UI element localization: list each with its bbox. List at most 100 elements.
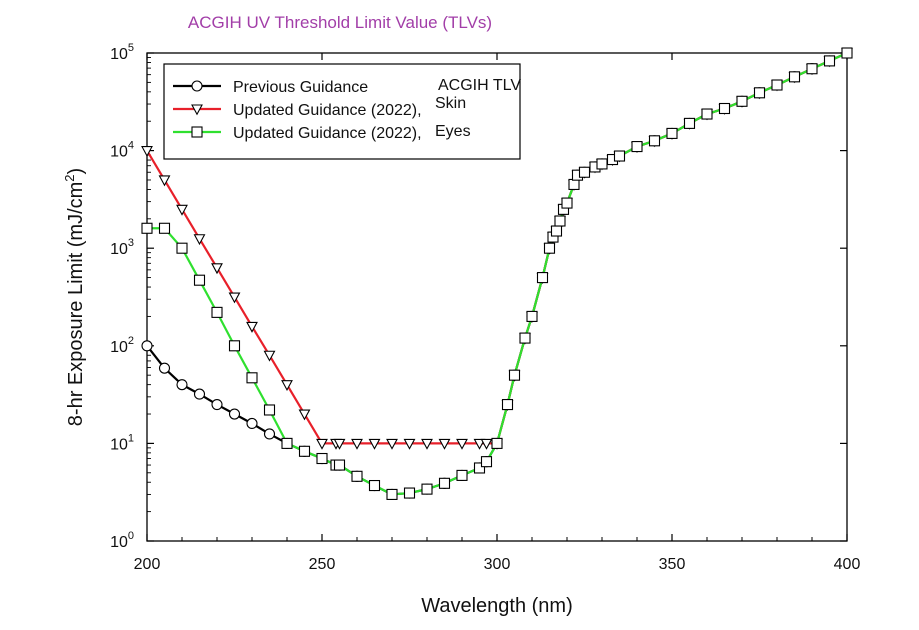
data-point <box>211 306 223 318</box>
data-point <box>666 127 678 139</box>
data-point <box>351 470 363 482</box>
y-tick-label: 104 <box>110 140 134 161</box>
data-point <box>456 438 468 450</box>
data-point <box>333 438 346 450</box>
data-point <box>298 409 311 421</box>
data-point <box>561 197 573 209</box>
legend-box <box>163 63 521 160</box>
data-point <box>316 438 328 450</box>
chart-title: ACGIH UV Threshold Limit Value (TLVs) <box>188 13 492 32</box>
data-point <box>141 222 153 234</box>
y-tick-label: 101 <box>110 432 134 453</box>
data-point <box>386 488 398 500</box>
legend-label-extra: ACGIH TLV <box>438 77 521 94</box>
data-point <box>176 242 188 254</box>
x-tick-label: 400 <box>834 556 861 573</box>
data-point <box>841 47 853 59</box>
legend-label: Updated Guidance (2022), <box>233 102 422 119</box>
data-point <box>211 399 223 411</box>
data-point <box>263 350 276 362</box>
data-point <box>228 340 241 352</box>
data-point <box>596 158 608 170</box>
data-point <box>141 146 153 158</box>
data-point <box>473 438 486 450</box>
data-point <box>536 272 549 284</box>
y-tick-label: 102 <box>110 335 134 356</box>
data-point <box>211 263 223 275</box>
x-tick-label: 350 <box>659 556 686 573</box>
data-point <box>176 379 188 391</box>
data-point <box>501 399 514 411</box>
series-layer <box>141 47 853 500</box>
legend: Previous Guidance ACGIH TLV Updated Guidan… <box>163 63 521 160</box>
data-point <box>193 274 206 286</box>
data-point <box>631 141 643 153</box>
data-point <box>158 222 171 234</box>
legend-label-extra: Eyes <box>435 123 471 140</box>
data-point <box>473 462 486 474</box>
data-point <box>613 150 626 162</box>
data-point <box>228 292 241 304</box>
data-point <box>421 438 433 450</box>
data-point <box>368 479 381 492</box>
data-point <box>176 204 188 216</box>
data-point <box>263 404 276 416</box>
data-point <box>701 108 713 120</box>
data-point <box>228 408 241 420</box>
data-point <box>753 87 766 99</box>
y-tick-label: 100 <box>110 530 134 551</box>
data-point <box>158 362 171 374</box>
data-point <box>788 71 801 83</box>
data-point <box>718 102 731 115</box>
data-point <box>683 117 696 129</box>
data-point <box>368 438 381 450</box>
data-point <box>298 445 311 457</box>
data-point <box>823 55 836 67</box>
y-tick-label: 103 <box>110 237 134 258</box>
data-point <box>480 438 493 450</box>
data-point <box>141 340 153 352</box>
data-point <box>193 234 206 246</box>
data-point <box>519 332 531 344</box>
data-point <box>438 477 451 489</box>
data-point <box>246 321 258 333</box>
legend-label: Updated Guidance (2022), <box>233 125 422 142</box>
series-markers-square <box>141 47 853 500</box>
data-point <box>456 469 468 481</box>
data-point <box>403 438 416 450</box>
data-point <box>281 380 293 392</box>
data-point <box>333 459 346 471</box>
data-point <box>550 225 563 237</box>
data-point <box>771 79 783 91</box>
data-point <box>263 428 276 440</box>
legend-label-extra: Skin <box>435 95 466 112</box>
data-point <box>246 417 258 430</box>
legend-marker <box>191 104 203 116</box>
legend-label: Previous Guidance <box>233 79 368 96</box>
y-axis-label: 8-hr Exposure Limit (mJ/cm2) <box>62 168 87 426</box>
data-point <box>491 437 503 449</box>
data-point <box>158 175 171 187</box>
data-point <box>508 369 521 381</box>
data-point <box>578 166 591 178</box>
data-point <box>568 178 580 190</box>
data-point <box>246 372 258 384</box>
x-axis: 200 250 300 350 400 <box>134 53 861 573</box>
x-tick-label: 300 <box>484 556 511 573</box>
data-point <box>351 438 363 450</box>
legend-marker <box>191 80 203 92</box>
legend-marker <box>191 126 203 138</box>
data-point <box>543 242 556 254</box>
x-tick-label: 250 <box>309 556 336 573</box>
data-point <box>316 452 328 465</box>
data-point <box>648 135 661 147</box>
data-point <box>480 456 493 468</box>
data-point <box>736 95 748 107</box>
data-point <box>526 310 538 322</box>
data-point <box>421 483 433 495</box>
y-tick-label: 105 <box>110 42 134 63</box>
data-point <box>438 438 451 450</box>
data-point <box>193 388 206 400</box>
data-point <box>554 215 566 227</box>
